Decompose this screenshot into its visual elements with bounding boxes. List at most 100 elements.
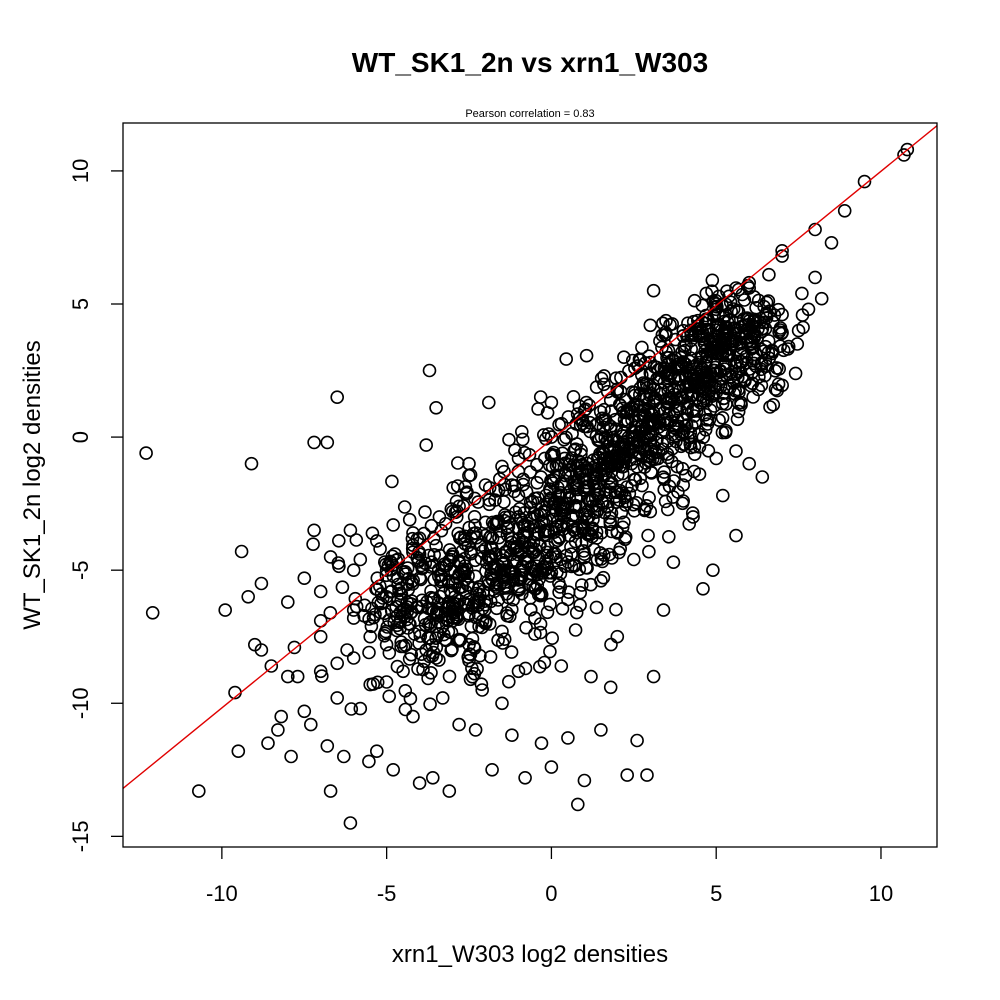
data-point xyxy=(610,629,625,644)
data-point xyxy=(514,546,529,560)
data-point xyxy=(416,662,430,677)
chart-title: WT_SK1_2n vs xrn1_W303 xyxy=(352,47,708,78)
data-point xyxy=(192,784,206,798)
data-point xyxy=(529,559,544,574)
y-tick-label: -5 xyxy=(68,560,93,580)
data-point xyxy=(500,608,515,623)
data-point xyxy=(478,616,493,631)
data-point xyxy=(402,512,417,527)
data-point xyxy=(231,744,246,759)
data-point xyxy=(678,468,693,483)
data-point xyxy=(577,773,592,788)
data-point xyxy=(565,426,579,441)
data-point xyxy=(694,379,709,394)
data-point xyxy=(412,571,427,586)
data-point xyxy=(511,451,526,466)
data-point xyxy=(437,557,452,572)
data-point xyxy=(523,602,538,617)
data-point xyxy=(320,739,335,753)
data-point xyxy=(280,595,295,609)
data-point xyxy=(254,576,269,591)
data-point xyxy=(543,644,557,659)
data-point xyxy=(336,749,351,764)
data-point xyxy=(357,598,372,613)
data-point xyxy=(713,319,728,334)
data-point xyxy=(617,454,631,469)
data-point xyxy=(615,401,630,416)
data-point xyxy=(537,505,552,520)
data-point xyxy=(290,669,305,684)
data-point xyxy=(544,395,559,410)
data-point xyxy=(349,533,364,547)
data-point xyxy=(287,640,302,655)
data-point xyxy=(668,428,683,443)
data-point xyxy=(478,597,493,612)
data-point xyxy=(346,603,361,617)
data-point xyxy=(398,702,413,717)
data-point xyxy=(536,428,551,442)
data-point xyxy=(569,509,583,524)
data-point xyxy=(801,302,816,317)
data-point xyxy=(497,495,511,509)
data-point xyxy=(618,451,633,466)
data-point xyxy=(570,797,585,812)
data-point xyxy=(675,461,690,476)
data-point xyxy=(554,659,569,673)
data-point xyxy=(667,420,682,435)
data-point xyxy=(664,454,679,469)
data-point xyxy=(303,717,318,732)
data-point xyxy=(552,531,567,545)
data-point xyxy=(642,415,656,430)
data-point xyxy=(655,340,669,355)
data-point xyxy=(398,564,413,579)
data-point xyxy=(706,563,720,578)
data-point xyxy=(747,356,761,371)
data-point xyxy=(320,435,335,450)
data-point xyxy=(343,523,358,538)
data-point xyxy=(589,600,604,615)
data-point xyxy=(594,552,609,566)
data-point xyxy=(415,561,430,576)
data-point xyxy=(353,552,368,567)
data-point xyxy=(497,563,512,577)
data-point xyxy=(429,651,443,665)
data-point xyxy=(527,519,541,534)
data-point xyxy=(464,619,479,634)
data-point xyxy=(653,387,668,402)
data-point xyxy=(600,384,615,399)
data-point xyxy=(577,403,592,418)
data-point xyxy=(414,647,429,662)
data-point xyxy=(569,605,584,620)
data-point xyxy=(510,554,524,569)
data-point xyxy=(442,784,457,798)
data-point xyxy=(628,361,642,376)
data-point xyxy=(483,650,498,664)
data-point xyxy=(708,366,722,381)
data-point xyxy=(448,576,463,591)
data-point xyxy=(686,510,700,524)
data-point xyxy=(699,286,714,301)
data-point xyxy=(694,372,708,387)
data-point xyxy=(597,377,611,392)
data-point xyxy=(534,736,549,751)
data-point xyxy=(514,568,529,582)
data-point xyxy=(330,656,345,671)
y-tick-label: -15 xyxy=(68,820,93,852)
data-point xyxy=(635,340,649,355)
data-point xyxy=(377,555,392,569)
data-point xyxy=(644,408,659,422)
data-point xyxy=(781,339,796,354)
data-point xyxy=(537,655,552,670)
data-point xyxy=(765,346,779,361)
data-point xyxy=(705,273,720,288)
data-point xyxy=(824,236,839,250)
data-point xyxy=(634,368,649,382)
data-point xyxy=(357,608,371,623)
data-point xyxy=(518,770,532,785)
data-point xyxy=(723,295,738,310)
data-point xyxy=(420,594,434,609)
data-point xyxy=(643,318,658,333)
data-point xyxy=(396,603,410,617)
data-point xyxy=(617,350,631,365)
data-point xyxy=(369,534,384,548)
